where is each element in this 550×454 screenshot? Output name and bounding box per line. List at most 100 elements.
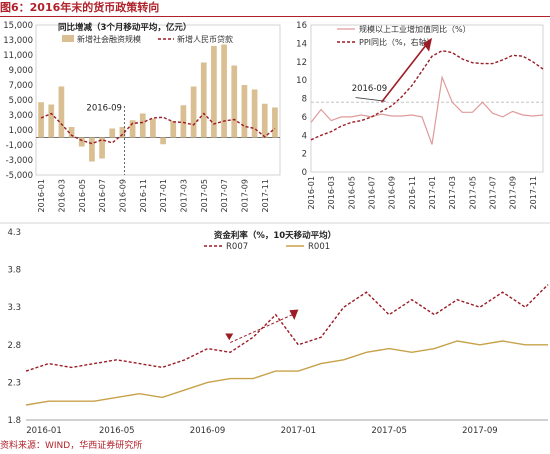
line-r001 — [25, 340, 548, 406]
x-tick-label: 2017-05 — [371, 426, 407, 436]
x-tick-label: 2017-03 — [448, 176, 457, 209]
x-tick-label: 2017-01 — [159, 179, 168, 212]
bar-financing — [38, 102, 44, 138]
y-tick-label: -5,000 — [6, 171, 33, 181]
bar-financing — [211, 46, 217, 138]
chart-title: 资金利率（%，10天移动平均） — [214, 230, 336, 241]
trend-marker-start — [225, 333, 234, 341]
line-industrial — [310, 75, 544, 145]
x-tick-label: 2017-11 — [529, 176, 538, 209]
y-tick-label: 2 — [302, 150, 307, 160]
bar-financing — [48, 104, 55, 138]
x-tick-label: 2016-07 — [98, 179, 107, 212]
bar-financing — [241, 85, 248, 138]
x-tick-label: 2017-09 — [509, 176, 518, 209]
x-tick-label: 2017-01 — [281, 426, 317, 436]
bar-financing — [160, 137, 166, 145]
line-loans — [40, 112, 276, 145]
x-tick-label: 2016-11 — [408, 176, 417, 209]
bar-financing — [261, 103, 268, 138]
x-tick-label: 2016-11 — [139, 179, 148, 212]
figure-title: 图6：2016年末的货币政策转向 — [0, 0, 550, 17]
legend-label-r007: R007 — [226, 242, 248, 252]
y-tick-label: 5,000 — [9, 96, 33, 106]
y-tick-label: 3.3 — [7, 303, 21, 313]
bar-financing — [139, 113, 146, 138]
line-r007 — [25, 284, 549, 372]
bar-financing — [58, 86, 65, 138]
chart-money-rates: 1.8 2.3 2.8 3.3 3.8 4.3 资金利率（%，10天移动平均）R007 R00… — [0, 222, 550, 436]
trend-arrow — [230, 314, 293, 344]
bar-financing — [150, 118, 156, 138]
x-tick-label: 2016-09 — [190, 426, 226, 436]
y-tick-label: 15,000 — [3, 21, 33, 31]
chart-financing-loans: -5,000 -3,000 -1,000 1,000 3,000 5,000 7,000 9,… — [3, 21, 281, 212]
x-tick-label: 2017-07 — [489, 176, 498, 209]
y-tick-label: 11,000 — [3, 51, 33, 61]
x-tick-label: 2017-07 — [220, 179, 229, 212]
bar-financing — [89, 137, 95, 162]
bar-financing — [78, 137, 85, 147]
chart-industrial-ppi: 0 2 4 6 8 10 12 14 16 规模以上工业增加值同比（%） PPI同比（%，右轴） 20… — [296, 21, 544, 209]
x-tick-label: 2016-05 — [78, 179, 87, 212]
y-tick-label: 4 — [302, 131, 307, 141]
x-tick-label: 2016-09 — [388, 176, 397, 209]
y-tick-label: 0 — [302, 168, 307, 178]
y-tick-label: 14 — [296, 39, 307, 49]
bar-financing — [99, 137, 105, 159]
bar-financing — [221, 44, 227, 138]
x-tick-label: 2016-01 — [37, 179, 46, 212]
y-tick-label: 2.8 — [7, 341, 21, 351]
x-tick-label: 2017-05 — [468, 176, 477, 209]
y-tick-label: 8 — [302, 95, 307, 105]
trend-arrowhead — [423, 37, 433, 52]
annotation-label: 2016-09 — [86, 104, 122, 114]
y-tick-label: 3.8 — [7, 266, 21, 276]
x-tick-label: 2016-09 — [118, 179, 127, 212]
legend-swatch-financing — [62, 35, 74, 42]
y-tick-label: -3,000 — [6, 156, 33, 166]
bar-financing — [68, 127, 75, 138]
x-tick-label: 2017-01 — [428, 176, 437, 209]
x-tick-label: 2016-05 — [347, 176, 356, 209]
y-tick-label: 1.8 — [7, 416, 21, 426]
bar-financing — [251, 89, 258, 138]
bar-financing — [200, 62, 207, 138]
legend-label-loans: 新增人民币贷款 — [177, 34, 233, 44]
bar-financing — [231, 65, 238, 138]
line-ppi — [310, 49, 544, 141]
bar-financing — [272, 107, 278, 138]
y-tick-label: 12 — [296, 58, 307, 68]
x-tick-label: 2017-09 — [462, 426, 498, 436]
bar-financing — [109, 128, 116, 138]
x-tick-label: 2017-03 — [179, 179, 188, 212]
y-tick-label: 4.3 — [7, 228, 21, 238]
y-tick-label: 1,000 — [9, 126, 33, 136]
y-tick-label: 10 — [296, 76, 307, 86]
legend-label-r001: R001 — [308, 242, 330, 252]
x-tick-label: 2016-03 — [327, 176, 336, 209]
x-tick-label: 2017-11 — [261, 179, 270, 212]
legend-label-ppi: PPI同比（%，右轴） — [359, 37, 435, 47]
y-tick-label: -1,000 — [6, 141, 33, 151]
trend-arrowhead — [289, 309, 299, 320]
bar-financing — [129, 120, 136, 138]
annotation-label: 2016-09 — [352, 84, 388, 94]
chart-title: 同比增减（3个月移动平均，亿元） — [58, 22, 191, 33]
y-tick-label: 9,000 — [9, 66, 33, 76]
y-tick-label: 6 — [302, 113, 307, 123]
annotation-leader — [355, 97, 386, 102]
figure-source: 资料来源：WIND，华西证券研究所 — [0, 441, 143, 451]
plot-frame — [35, 24, 281, 176]
y-tick-label: 16 — [296, 21, 307, 31]
x-tick-label: 2016-07 — [368, 176, 377, 209]
legend-label-industrial: 规模以上工业增加值同比（%） — [359, 24, 471, 34]
y-tick-label: 13,000 — [3, 36, 33, 46]
trend-arrow — [380, 41, 429, 103]
x-tick-label: 2016-05 — [99, 426, 135, 436]
x-tick-label: 2017-05 — [200, 179, 209, 212]
plot-frame — [310, 24, 544, 173]
x-tick-label: 2016-03 — [57, 179, 66, 212]
y-tick-label: 2.3 — [7, 378, 21, 388]
bar-financing — [119, 127, 126, 138]
